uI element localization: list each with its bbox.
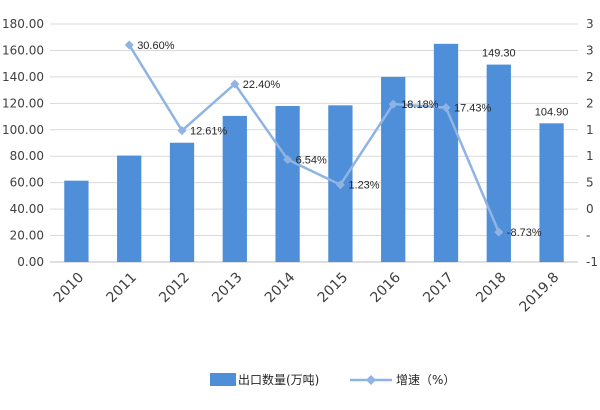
x-tick-label: 2011	[104, 270, 141, 307]
line-point-2016	[388, 99, 398, 109]
left-tick-label: 120.00	[2, 96, 44, 110]
line-data-label: 6.54%	[296, 154, 327, 166]
legend: 出口数量(万吨) 增速（%）	[210, 372, 455, 387]
right-tick-label: 3	[586, 43, 594, 57]
x-tick-label: 2013	[209, 270, 246, 307]
left-axis-ticks: 0.00 20.00 40.00 60.00 80.00 100.00 120.00 140.…	[2, 17, 44, 269]
bar-2011	[117, 155, 142, 262]
right-tick-label: -	[586, 229, 590, 243]
line-series	[124, 40, 504, 237]
bar-data-label: 104.90	[535, 106, 569, 118]
line-point-2013	[230, 79, 240, 89]
x-tick-label: 2017	[420, 270, 457, 307]
left-tick-label: 160.00	[2, 43, 44, 57]
growth-rate-line	[128, 44, 500, 233]
x-tick-label: 2018	[473, 270, 510, 307]
x-tick-label: 2016	[368, 269, 405, 306]
left-tick-label: 100.00	[2, 123, 44, 137]
x-axis-ticks: 2010 2011 2012 2013 2014 2015 2016 2017 2018 2019…	[51, 269, 563, 315]
line-point-2014	[283, 154, 293, 164]
line-point-2017	[441, 103, 451, 113]
bar-2019.8	[539, 123, 564, 262]
left-tick-label: 60.00	[10, 176, 44, 190]
right-axis-ticks: -1 - 0 5 1 1 2 2 3 3	[586, 17, 598, 269]
line-data-label: 17.43%	[454, 103, 492, 115]
right-tick-label: 3	[586, 17, 594, 31]
line-data-label: 22.40%	[243, 79, 281, 91]
left-tick-label: 40.00	[10, 202, 44, 216]
line-point-2015	[335, 180, 345, 190]
left-tick-label: 80.00	[10, 149, 44, 163]
line-data-labels: 30.60% 12.61% 22.40% 6.54% 1.23% 18.18% 17.43%…	[137, 40, 542, 239]
line-point-2012	[177, 126, 187, 136]
legend-line-label: 增速（%）	[396, 373, 455, 387]
right-tick-label: 5	[586, 176, 594, 190]
x-tick-label: 2015	[315, 270, 352, 307]
legend-bar-swatch	[210, 373, 236, 386]
right-tick-label: 1	[586, 123, 594, 137]
x-tick-label: 2010	[51, 270, 88, 307]
bar-2017	[433, 43, 459, 263]
right-tick-label: 2	[586, 70, 594, 84]
left-tick-label: 0.00	[17, 255, 44, 269]
right-tick-label: 2	[586, 96, 594, 110]
left-tick-label: 140.00	[2, 70, 44, 84]
legend-line-marker	[366, 375, 376, 385]
bar-data-labels: 149.30 104.90	[482, 48, 568, 119]
left-tick-label: 20.00	[10, 229, 44, 243]
bar-series	[64, 43, 564, 263]
right-tick-label: 0	[586, 202, 594, 216]
left-tick-label: 180.00	[2, 17, 44, 31]
line-point-2011	[124, 40, 134, 50]
bar-2012	[169, 142, 195, 262]
x-tick-label: 2012	[156, 270, 193, 307]
bar-2010	[64, 180, 89, 262]
line-data-label: 1.23%	[348, 180, 379, 192]
line-data-label: 18.18%	[401, 99, 439, 111]
right-tick-label: -1	[586, 255, 598, 269]
line-data-label: 12.61%	[190, 126, 228, 138]
bar-2014	[275, 105, 300, 262]
legend-bar-label: 出口数量(万吨)	[238, 372, 319, 387]
line-point-2018	[494, 227, 504, 237]
line-data-label: -8.73%	[507, 227, 542, 239]
line-data-label: 30.60%	[137, 40, 175, 52]
bar-2013	[222, 115, 247, 263]
x-tick-label: 2014	[262, 269, 299, 306]
x-tick-label: 2019.8	[516, 270, 562, 316]
bar-data-label: 149.30	[482, 48, 516, 60]
right-tick-label: 1	[586, 149, 594, 163]
